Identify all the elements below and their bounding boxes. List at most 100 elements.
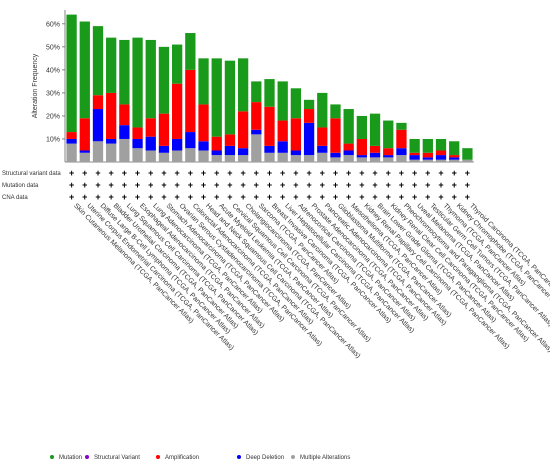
bar-segment[interactable] (211, 136, 222, 151)
bar-segment[interactable] (158, 152, 170, 162)
bar-segment[interactable] (145, 39, 156, 119)
bar-segment[interactable] (343, 109, 354, 144)
bar-segment[interactable] (343, 143, 354, 151)
bar-segment[interactable] (251, 134, 262, 162)
bar-segment[interactable] (132, 37, 143, 128)
bar-segment[interactable] (92, 109, 104, 142)
bar-segment[interactable] (435, 150, 447, 156)
bar-segment[interactable] (198, 141, 209, 151)
chart-bars[interactable] (66, 14, 473, 162)
bar-segment[interactable] (369, 152, 381, 158)
bar-segment[interactable] (251, 81, 262, 103)
bar-segment[interactable] (237, 155, 249, 162)
bar-segment[interactable] (172, 44, 183, 84)
bar-segment[interactable] (172, 83, 183, 139)
bar-segment[interactable] (198, 58, 209, 105)
bar-segment[interactable] (435, 155, 447, 160)
bar-segment[interactable] (264, 79, 275, 107)
bar-segment[interactable] (198, 150, 209, 162)
bar-segment[interactable] (145, 150, 156, 162)
bar-segment[interactable] (79, 152, 90, 162)
bar-segment[interactable] (409, 152, 420, 156)
bar-segment[interactable] (290, 150, 302, 156)
bar-segment[interactable] (356, 155, 367, 158)
bar-segment[interactable] (185, 132, 196, 149)
bar-segment[interactable] (303, 99, 315, 110)
bar-segment[interactable] (119, 125, 130, 139)
bar-segment[interactable] (224, 145, 236, 156)
bar-segment[interactable] (158, 145, 170, 153)
bar-segment[interactable] (185, 33, 196, 70)
bar-segment[interactable] (92, 95, 104, 110)
bar-segment[interactable] (462, 148, 473, 160)
bar-segment[interactable] (132, 138, 143, 149)
bar-segment[interactable] (158, 113, 170, 146)
bar-segment[interactable] (277, 152, 288, 162)
bar-segment[interactable] (303, 109, 315, 123)
bar-segment[interactable] (132, 127, 143, 139)
bar-segment[interactable] (409, 159, 420, 162)
bar-segment[interactable] (211, 150, 222, 156)
bar-segment[interactable] (119, 138, 130, 162)
bar-segment[interactable] (290, 118, 302, 151)
bar-segment[interactable] (66, 14, 77, 133)
bar-segment[interactable] (264, 106, 275, 146)
bar-segment[interactable] (396, 155, 407, 162)
bar-segment[interactable] (277, 81, 288, 121)
bar-segment[interactable] (449, 141, 460, 156)
bar-segment[interactable] (106, 138, 117, 144)
bar-segment[interactable] (317, 127, 328, 146)
bar-segment[interactable] (317, 145, 328, 153)
bar-segment[interactable] (356, 115, 367, 139)
bar-segment[interactable] (449, 159, 460, 162)
bar-segment[interactable] (422, 138, 433, 153)
bar-segment[interactable] (383, 148, 394, 156)
bar-segment[interactable] (66, 143, 77, 162)
bar-segment[interactable] (79, 118, 90, 151)
bar-segment[interactable] (449, 157, 460, 160)
bar-segment[interactable] (383, 155, 394, 158)
bar-segment[interactable] (211, 58, 222, 137)
bar-segment[interactable] (106, 143, 117, 162)
bar-segment[interactable] (369, 145, 381, 153)
bar-segment[interactable] (106, 92, 117, 139)
bar-segment[interactable] (237, 58, 249, 112)
bar-segment[interactable] (224, 134, 236, 146)
bar-segment[interactable] (251, 102, 262, 130)
bar-segment[interactable] (422, 152, 433, 158)
bar-segment[interactable] (92, 26, 104, 96)
bar-segment[interactable] (145, 136, 156, 151)
bar-segment[interactable] (330, 104, 341, 119)
bar-segment[interactable] (119, 104, 130, 126)
bar-segment[interactable] (79, 150, 90, 153)
bar-segment[interactable] (264, 145, 275, 153)
bar-segment[interactable] (396, 148, 407, 156)
bar-segment[interactable] (251, 129, 262, 135)
bar-segment[interactable] (185, 148, 196, 162)
bar-segment[interactable] (198, 104, 209, 142)
bar-segment[interactable] (145, 118, 156, 137)
bar-segment[interactable] (290, 155, 302, 162)
bar-segment[interactable] (330, 118, 341, 153)
bar-segment[interactable] (290, 88, 302, 119)
bar-segment[interactable] (462, 159, 473, 162)
bar-segment[interactable] (343, 150, 354, 156)
bar-segment[interactable] (106, 37, 117, 93)
bar-segment[interactable] (369, 157, 381, 162)
bar-segment[interactable] (409, 155, 420, 160)
bar-segment[interactable] (237, 111, 249, 149)
bar-segment[interactable] (277, 141, 288, 153)
bar-segment[interactable] (66, 138, 77, 144)
bar-segment[interactable] (185, 69, 196, 133)
bar-segment[interactable] (317, 92, 328, 128)
bar-segment[interactable] (396, 122, 407, 130)
bar-segment[interactable] (172, 150, 183, 162)
bar-segment[interactable] (409, 138, 420, 153)
bar-segment[interactable] (330, 152, 341, 158)
bar-segment[interactable] (383, 157, 394, 162)
bar-segment[interactable] (277, 120, 288, 142)
bar-segment[interactable] (172, 138, 183, 151)
bar-segment[interactable] (356, 157, 367, 162)
bar-segment[interactable] (224, 155, 236, 162)
bar-segment[interactable] (211, 155, 222, 162)
